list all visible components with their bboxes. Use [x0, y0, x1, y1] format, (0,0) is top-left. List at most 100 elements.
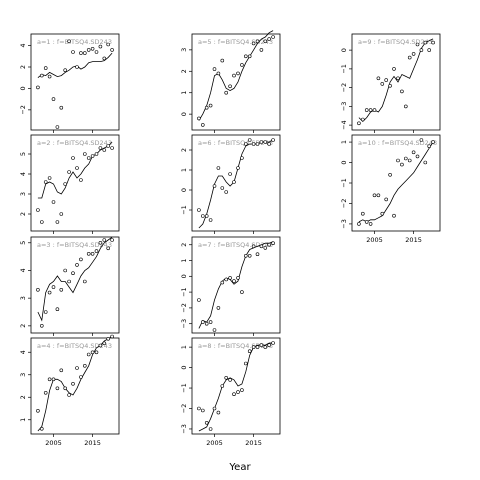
- data-point: [228, 378, 232, 382]
- data-point: [255, 252, 260, 256]
- data-point: [400, 162, 404, 167]
- data-point: [224, 190, 228, 194]
- data-point: [247, 349, 252, 354]
- data-point: [51, 97, 56, 101]
- data-point: [75, 366, 79, 370]
- y-tick-label: −1: [180, 205, 188, 215]
- data-point: [201, 408, 205, 413]
- data-point: [36, 85, 40, 90]
- data-point: [98, 146, 103, 150]
- data-point: [376, 76, 381, 81]
- y-tick-label: 3: [19, 192, 27, 196]
- panel-title: a=7 : f=BITSQ4.SD243: [198, 241, 273, 249]
- data-point: [43, 180, 48, 184]
- y-tick-label: 0: [180, 188, 188, 192]
- fit-line: [198, 139, 274, 229]
- data-point: [392, 213, 396, 218]
- data-point: [208, 320, 213, 324]
- data-point: [384, 197, 389, 202]
- data-point: [86, 156, 91, 160]
- data-point: [251, 345, 256, 349]
- data-point: [267, 343, 272, 347]
- data-point: [232, 180, 236, 184]
- y-tick-label: 0: [180, 274, 188, 278]
- x-tick-label: 2005: [366, 236, 383, 244]
- data-point: [372, 108, 377, 112]
- data-point: [55, 386, 60, 391]
- panel-frame: [30, 337, 120, 435]
- data-point: [259, 48, 264, 52]
- y-tick-label: 1: [19, 418, 27, 422]
- data-point: [59, 105, 64, 110]
- data-point: [267, 242, 272, 247]
- data-point: [102, 56, 107, 61]
- data-point: [259, 343, 264, 347]
- data-point: [240, 156, 244, 160]
- panel-title: a=5 : f=BITSQ4.SD243: [198, 38, 273, 46]
- panel-title: a=8 : f=BITSQ4.SD243: [198, 342, 273, 350]
- y-tick-label: 3: [19, 296, 27, 300]
- data-point: [204, 420, 209, 425]
- data-point: [36, 287, 40, 292]
- data-point: [244, 254, 248, 258]
- data-point: [236, 390, 240, 394]
- y-tick-label: 1: [180, 168, 188, 172]
- data-point: [98, 44, 103, 49]
- data-point: [259, 244, 264, 249]
- data-point: [39, 220, 44, 224]
- data-point: [255, 142, 260, 146]
- y-tick-label: 1: [180, 258, 188, 262]
- data-point: [376, 193, 381, 198]
- data-point: [263, 140, 268, 144]
- data-point: [94, 50, 99, 54]
- y-tick-label: 3: [180, 48, 188, 52]
- fit-line: [198, 342, 274, 432]
- data-point: [201, 123, 205, 127]
- data-point: [59, 212, 64, 216]
- data-point: [110, 146, 114, 150]
- y-tick-label: −1: [340, 64, 348, 74]
- data-point: [384, 78, 389, 82]
- data-point: [271, 138, 275, 142]
- data-point: [427, 144, 432, 148]
- y-tick-label: 2: [180, 243, 188, 247]
- data-point: [220, 384, 225, 388]
- panel-frame: [351, 33, 441, 131]
- data-point: [102, 238, 107, 242]
- data-point: [83, 152, 87, 156]
- y-tick-label: −3: [340, 102, 348, 112]
- data-point: [360, 211, 365, 216]
- y-tick-label: 2: [180, 148, 188, 152]
- fit-line: [358, 141, 434, 223]
- data-point: [263, 246, 268, 250]
- y-tick-label: −2: [19, 105, 27, 115]
- data-point: [247, 54, 252, 59]
- data-point: [106, 336, 110, 341]
- data-point: [216, 410, 221, 415]
- y-tick-label: −2: [340, 199, 348, 209]
- data-point: [106, 144, 110, 148]
- data-point: [79, 178, 83, 182]
- data-point: [380, 211, 385, 216]
- y-tick-label: −1: [180, 383, 188, 393]
- data-point: [67, 39, 71, 44]
- data-point: [259, 140, 264, 144]
- data-point: [267, 142, 272, 146]
- data-point: [71, 271, 75, 276]
- y-tick-label: 4: [19, 44, 27, 48]
- data-point: [197, 116, 201, 121]
- data-point: [106, 246, 110, 251]
- y-tick-label: −1: [340, 178, 348, 188]
- data-point: [208, 103, 213, 108]
- data-point: [98, 343, 103, 348]
- data-point: [240, 63, 244, 67]
- data-point: [247, 138, 252, 142]
- data-point: [415, 154, 420, 159]
- data-point: [71, 156, 75, 160]
- data-point: [403, 104, 408, 109]
- panel-title: a=2 : f=BITSQ4.SD243: [37, 139, 112, 147]
- data-point: [220, 58, 225, 63]
- panel-a8: a=8 : f=BITSQ4.SD243 1 0 −1 −2 −3 2005 2015: [180, 337, 281, 447]
- fit-line: [37, 336, 113, 432]
